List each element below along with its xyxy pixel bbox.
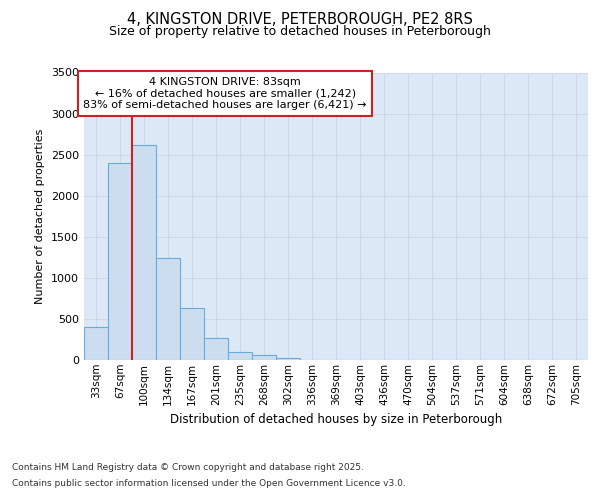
Bar (180, 308, 204, 360)
Bar (132, 145, 156, 360)
Bar (156, 258, 180, 360)
X-axis label: Distribution of detached houses by size in Peterborough: Distribution of detached houses by size … (170, 413, 502, 426)
Text: 4 KINGSTON DRIVE: 83sqm
← 16% of detached houses are smaller (1,242)
83% of semi: 4 KINGSTON DRIVE: 83sqm ← 16% of detache… (83, 77, 367, 110)
Bar (228, 352, 252, 360)
Bar (252, 356, 276, 360)
Y-axis label: Number of detached properties: Number of detached properties (35, 128, 46, 304)
Text: Contains HM Land Registry data © Crown copyright and database right 2025.: Contains HM Land Registry data © Crown c… (12, 464, 364, 472)
Text: Size of property relative to detached houses in Peterborough: Size of property relative to detached ho… (109, 25, 491, 38)
Text: Contains public sector information licensed under the Open Government Licence v3: Contains public sector information licen… (12, 478, 406, 488)
Bar (108, 163, 132, 360)
Bar (84, 327, 108, 360)
Bar (204, 338, 228, 360)
Bar (276, 358, 300, 360)
Text: 4, KINGSTON DRIVE, PETERBOROUGH, PE2 8RS: 4, KINGSTON DRIVE, PETERBOROUGH, PE2 8RS (127, 12, 473, 28)
